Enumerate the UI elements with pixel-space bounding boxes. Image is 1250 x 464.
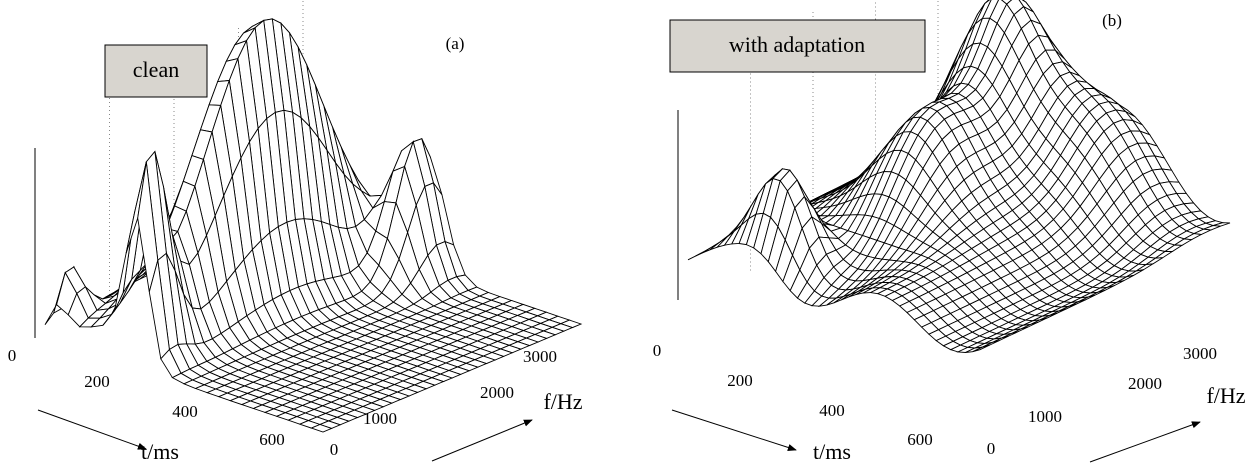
panel-title: with adaptation — [729, 32, 865, 57]
t-axis-label: t/ms — [813, 439, 851, 464]
t-arrow — [37, 409, 147, 450]
f-tick: 3000 — [1183, 344, 1217, 363]
f-tick: 1000 — [1028, 407, 1062, 426]
t-tick: 0 — [653, 341, 662, 360]
t-tick: 400 — [819, 401, 845, 420]
t-tick: 600 — [259, 430, 285, 449]
t-arrow — [671, 409, 797, 451]
f-tick: 0 — [987, 439, 996, 458]
panel-title: clean — [133, 57, 179, 82]
t-axis-label: t/ms — [141, 439, 179, 464]
title-box — [669, 19, 926, 73]
panel-label: (a) — [446, 34, 465, 53]
panel-b — [677, 0, 1231, 353]
mesh-cell — [972, 344, 990, 353]
mesh-cell — [310, 424, 333, 433]
t-tick: 0 — [8, 346, 17, 365]
f-tick: 2000 — [480, 383, 514, 402]
f-axis-label: f/Hz — [1206, 383, 1245, 408]
title-box — [104, 44, 208, 98]
f-tick: 2000 — [1128, 374, 1162, 393]
panel-label: (b) — [1102, 11, 1122, 30]
panel-a — [34, 0, 583, 433]
f-arrow — [1089, 421, 1201, 463]
f-arrow — [431, 419, 533, 462]
t-tick: 400 — [172, 402, 198, 421]
t-tick: 200 — [727, 371, 753, 390]
f-tick: 1000 — [363, 409, 397, 428]
f-tick: 0 — [330, 440, 339, 459]
f-axis-label: f/Hz — [543, 389, 582, 414]
t-tick: 200 — [84, 372, 110, 391]
f-tick: 3000 — [523, 347, 557, 366]
t-tick: 600 — [907, 430, 933, 449]
